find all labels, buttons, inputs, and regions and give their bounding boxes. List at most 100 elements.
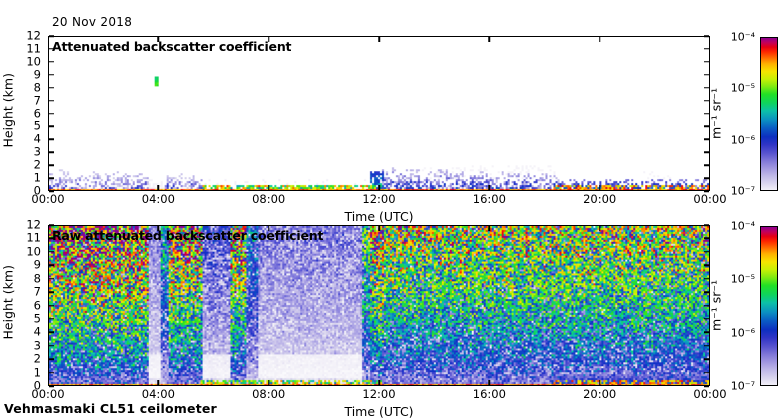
x-axis-label-top: Time (UTC): [344, 209, 414, 224]
x-tick-label: 00:00: [31, 387, 65, 401]
y-tick-label: 10: [26, 54, 41, 69]
y-tick-mark: [704, 125, 709, 128]
y-tick-label: 12: [26, 28, 41, 43]
y-tick-mark: [49, 190, 54, 192]
y-tick-mark: [49, 74, 54, 76]
x-tick-label: 16:00: [472, 387, 506, 401]
colorbar-tick-label: 10⁻⁷: [730, 184, 755, 198]
y-tick-label: 1: [33, 364, 41, 379]
y-tick-mark: [49, 264, 54, 266]
y-tick-mark: [49, 237, 54, 240]
x-tick-mark: [157, 380, 160, 385]
y-tick-mark: [49, 177, 54, 179]
y-tick-mark: [49, 99, 54, 102]
y-tick-mark: [704, 164, 709, 166]
y-tick-mark: [49, 385, 54, 387]
y-tick-label: 11: [26, 41, 41, 56]
y-tick-mark: [704, 48, 709, 50]
y-tick-mark: [704, 358, 709, 360]
x-tick-label: 04:00: [141, 387, 175, 401]
x-tick-mark: [598, 185, 601, 190]
x-tick-mark: [267, 226, 270, 231]
y-axis-label-top: Height (km): [0, 72, 16, 147]
x-tick-label: 04:00: [141, 192, 175, 206]
heatmap-attenuated-backscatter: [49, 37, 709, 190]
y-tick-mark: [704, 61, 709, 63]
colorbar-tick-label: 10⁻⁵: [730, 81, 755, 95]
y-tick-mark: [49, 304, 54, 307]
y-tick-mark: [49, 251, 54, 253]
y-tick-mark: [704, 151, 709, 153]
y-tick-mark: [704, 251, 709, 253]
x-tick-label: 20:00: [583, 387, 617, 401]
y-tick-mark: [49, 61, 54, 63]
y-tick-mark: [49, 48, 54, 50]
colorbar-tick-label: 10⁻⁶: [730, 326, 755, 340]
plot-frame-bottom: [48, 225, 710, 386]
y-tick-mark: [49, 318, 54, 320]
y-tick-mark: [49, 125, 54, 128]
y-tick-mark: [704, 74, 709, 76]
x-tick-label: 08:00: [252, 387, 286, 401]
colorbar-tick-label: 10⁻⁶: [730, 133, 755, 147]
y-tick-mark: [704, 138, 709, 141]
colorbar-tick-label: 10⁻⁴: [730, 30, 755, 44]
x-tick-mark: [378, 37, 380, 42]
y-tick-mark: [49, 291, 54, 293]
x-tick-mark: [488, 226, 491, 231]
y-tick-label: 7: [33, 92, 41, 107]
x-tick-mark: [378, 226, 380, 231]
y-tick-mark: [704, 331, 709, 334]
panel-title-top: Attenuated backscatter coefficient: [52, 39, 292, 54]
x-tick-mark: [378, 185, 380, 190]
y-tick-mark: [704, 35, 709, 37]
y-tick-mark: [704, 304, 709, 307]
y-tick-label: 4: [33, 324, 41, 339]
x-tick-label: 12:00: [362, 192, 396, 206]
x-tick-mark: [598, 380, 601, 385]
y-tick-mark: [704, 371, 709, 374]
y-tick-label: 4: [33, 131, 41, 146]
y-tick-mark: [704, 86, 709, 89]
x-tick-mark: [157, 185, 160, 190]
y-tick-mark: [49, 345, 54, 347]
y-tick-mark: [49, 224, 54, 226]
x-tick-mark: [378, 380, 380, 385]
y-axis-label-bottom: Height (km): [0, 264, 16, 339]
y-tick-label: 2: [33, 351, 41, 366]
y-tick-label: 12: [26, 217, 41, 232]
panel-raw-attenuated-backscatter: Raw attenuated backscatter coefficient: [48, 225, 710, 386]
colorbar-tick-label: 10⁻⁵: [730, 272, 755, 286]
y-tick-mark: [49, 35, 54, 37]
colorbar-bottom: [760, 226, 778, 386]
y-tick-mark: [704, 291, 709, 293]
y-tick-label: 8: [33, 79, 41, 94]
y-tick-mark: [704, 99, 709, 102]
x-tick-label: 00:00: [693, 387, 727, 401]
x-tick-mark: [157, 226, 160, 231]
y-tick-mark: [704, 177, 709, 179]
colorbar-tick-label: 10⁻⁷: [730, 379, 755, 393]
x-tick-label: 00:00: [31, 192, 65, 206]
y-tick-label: 0: [33, 378, 41, 393]
y-tick-label: 5: [33, 118, 41, 133]
x-tick-label: 20:00: [583, 192, 617, 206]
y-tick-mark: [704, 190, 709, 192]
y-tick-label: 3: [33, 144, 41, 159]
panel-title-bottom: Raw attenuated backscatter coefficient: [52, 228, 324, 243]
y-tick-label: 0: [33, 183, 41, 198]
date-label: 20 Nov 2018: [52, 15, 133, 29]
y-tick-mark: [704, 277, 709, 280]
panel-attenuated-backscatter: Attenuated backscatter coefficient: [48, 36, 710, 191]
x-tick-label: 08:00: [252, 192, 286, 206]
y-tick-label: 1: [33, 170, 41, 185]
y-tick-label: 2: [33, 157, 41, 172]
footer-caption: Vehmasmaki CL51 ceilometer: [4, 401, 217, 416]
x-axis-label-bottom: Time (UTC): [344, 404, 414, 419]
y-tick-label: 7: [33, 284, 41, 299]
y-tick-label: 9: [33, 257, 41, 272]
y-tick-mark: [49, 86, 54, 89]
x-tick-mark: [267, 380, 270, 385]
y-tick-mark: [49, 164, 54, 166]
